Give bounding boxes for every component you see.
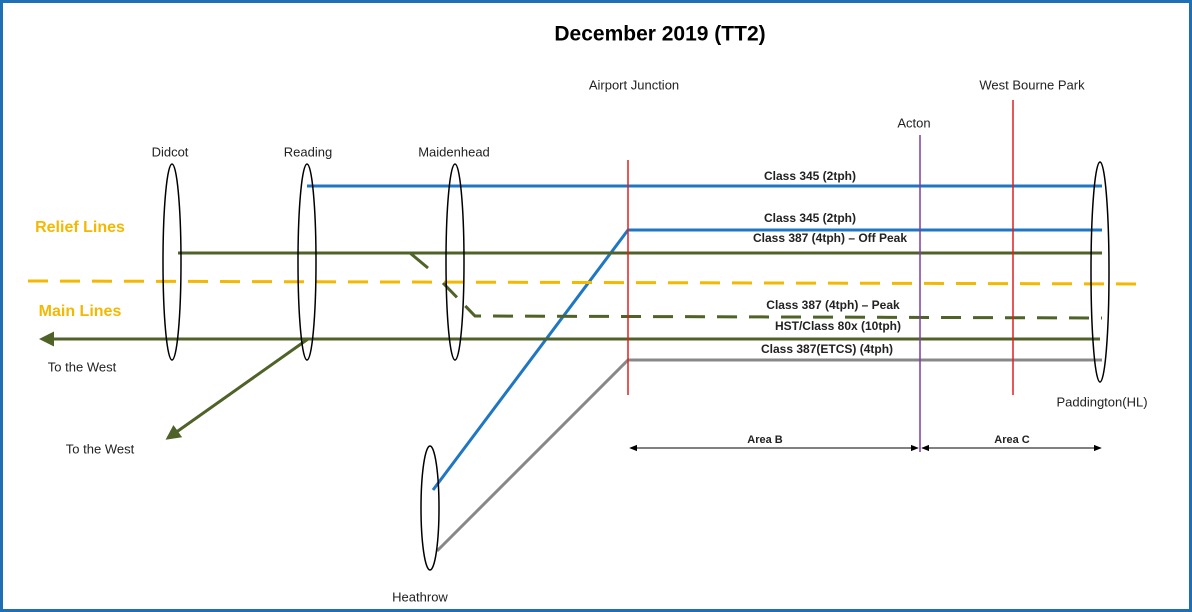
service-label: Class 387 (4tph) – Peak bbox=[766, 298, 900, 312]
title: December 2019 (TT2) bbox=[554, 23, 765, 46]
tracks bbox=[27, 100, 1146, 553]
station: Paddington(HL) bbox=[1056, 394, 1147, 409]
station: Reading bbox=[284, 144, 332, 159]
service-label: Class 345 (2tph) bbox=[764, 169, 856, 183]
station: Acton bbox=[897, 115, 930, 130]
service-label: Class 387(ETCS) (4tph) bbox=[761, 342, 893, 356]
station: Heathrow bbox=[392, 589, 448, 604]
labels: Didcot Reading Maidenhead Airport Juncti… bbox=[35, 77, 1147, 604]
station: West Bourne Park bbox=[979, 77, 1085, 92]
side-label: Main Lines bbox=[39, 303, 122, 320]
direction-label: To the West bbox=[66, 441, 135, 456]
station: Maidenhead bbox=[418, 144, 490, 159]
service-label: HST/Class 80x (10tph) bbox=[775, 319, 901, 333]
area-label: Area C bbox=[994, 434, 1030, 446]
side-label: Relief Lines bbox=[35, 219, 125, 236]
direction-label: To the West bbox=[48, 359, 117, 374]
station: Didcot bbox=[152, 144, 189, 159]
service-label: Class 345 (2tph) bbox=[764, 211, 856, 225]
station: Airport Junction bbox=[589, 77, 679, 92]
area-label: Area B bbox=[747, 434, 783, 446]
station-ellipses bbox=[162, 161, 1110, 571]
service-label: Class 387 (4tph) – Off Peak bbox=[753, 231, 907, 245]
